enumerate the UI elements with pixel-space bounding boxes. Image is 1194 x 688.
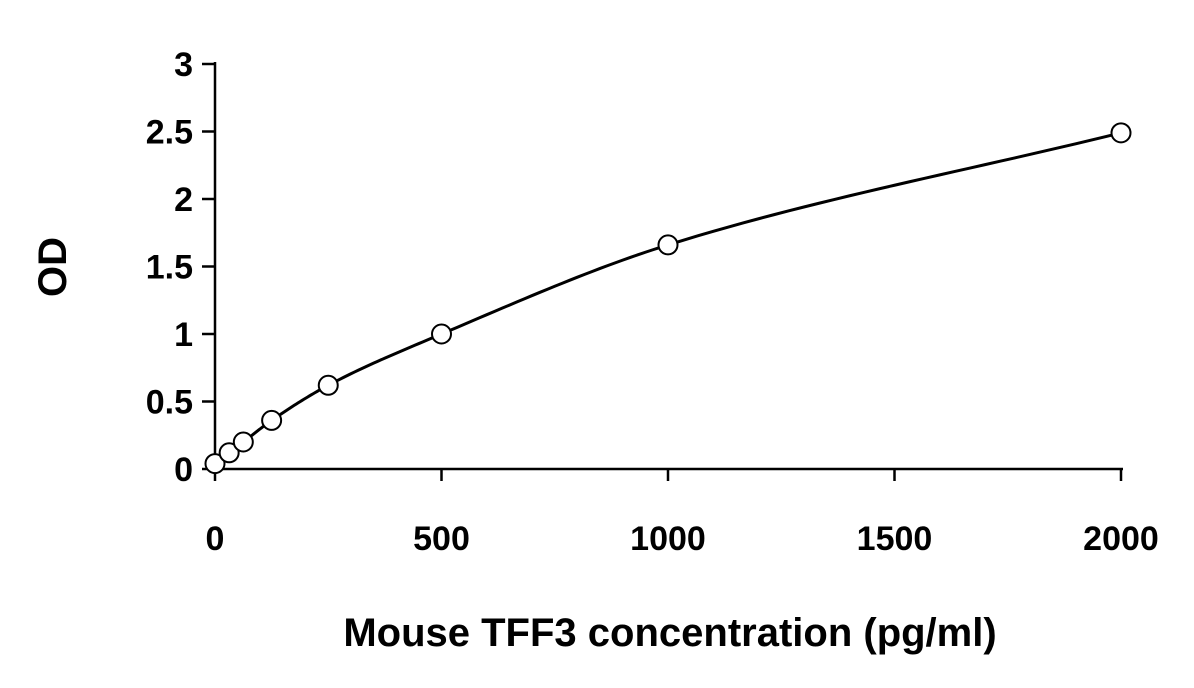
y-axis-title: OD	[31, 237, 75, 297]
y-tick-label: 0	[174, 451, 193, 489]
y-tick-label: 3	[174, 46, 193, 84]
fit-curve-line	[214, 131, 1122, 465]
x-tick-label: 1500	[857, 520, 933, 558]
x-axis-title: Mouse TFF3 concentration (pg/ml)	[343, 611, 996, 655]
fit-curve-layer	[214, 131, 1122, 465]
axes	[213, 62, 1123, 471]
data-points	[204, 122, 1132, 475]
data-point	[261, 409, 283, 431]
x-ticks: 0 500 1000 1500 2000	[206, 469, 1159, 558]
y-ticks: 0 0.5 1 1.5 2 2.5 3	[146, 46, 215, 489]
data-point	[1110, 122, 1132, 144]
data-point	[204, 453, 226, 475]
data-point	[218, 442, 240, 464]
data-point	[317, 374, 339, 396]
y-tick-label: 2	[174, 181, 193, 219]
y-tick-label: 0.5	[146, 384, 193, 422]
x-tick-label: 500	[413, 520, 470, 558]
data-point	[657, 234, 679, 256]
x-tick-label: 1000	[630, 520, 706, 558]
data-point	[232, 431, 254, 453]
x-tick-label: 0	[206, 520, 225, 558]
x-tick-label: 2000	[1083, 520, 1159, 558]
data-point	[431, 323, 452, 345]
y-tick-label: 1	[174, 316, 193, 354]
y-tick-label: 2.5	[146, 114, 193, 152]
y-tick-label: 1.5	[146, 249, 193, 287]
